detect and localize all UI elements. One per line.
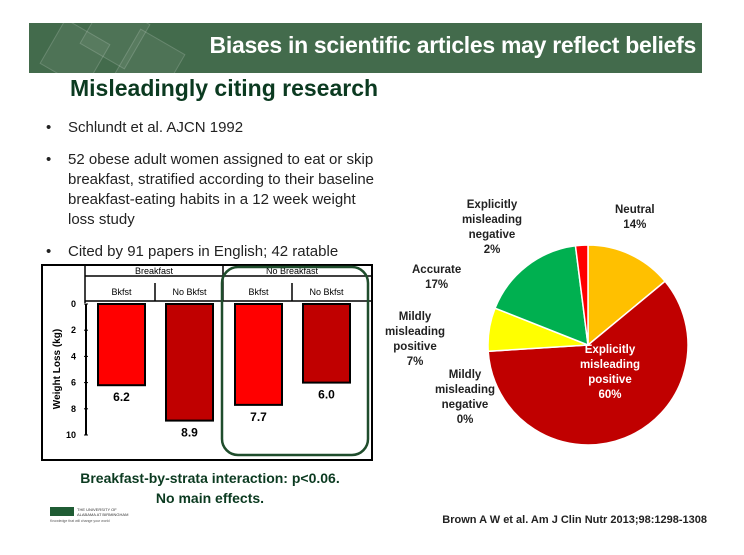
bar-value-label: 8.9	[181, 426, 198, 440]
pie-slice	[574, 244, 589, 346]
bar-value-label: 6.2	[113, 390, 130, 404]
reference: Brown A W et al. Am J Clin Nutr 2013;98:…	[442, 514, 707, 526]
y-tick-label: 0	[71, 299, 76, 309]
y-tick-label: 2	[71, 325, 76, 335]
pie-slice	[494, 244, 589, 347]
title-banner: Biases in scientific articles may reflec…	[29, 0, 702, 100]
pie-slice	[487, 280, 689, 446]
pie-slice	[587, 244, 667, 347]
category-label: Bkfst	[111, 287, 132, 297]
caption-line: Breakfast-by-strata interaction: p<0.06.	[80, 470, 340, 486]
bar	[234, 303, 283, 406]
pie-label-mild-negative: Mildly misleading negative 0%	[434, 369, 496, 426]
bar	[97, 303, 146, 387]
svg-text:ALABAMA AT BIRMINGHAM: ALABAMA AT BIRMINGHAM	[77, 512, 128, 517]
category-label: No Bkfst	[172, 287, 207, 297]
pie-label-neutral: Neutral 14%	[615, 204, 655, 231]
bullet-item: 52 obese adult women assigned to eat or …	[46, 150, 386, 230]
bar	[302, 303, 351, 384]
bar	[165, 303, 214, 422]
bar-value-label: 6.0	[318, 388, 335, 402]
group-label: No Breakfast	[266, 266, 319, 276]
bullet-item: Cited by 91 papers in English; 42 ratabl…	[46, 242, 386, 262]
group-label: Breakfast	[135, 266, 174, 276]
chart-caption: Breakfast-by-strata interaction: p<0.06.…	[40, 468, 380, 508]
pie-label-explicit-positive: Explicitly misleading positive 60%	[579, 344, 641, 401]
uab-logo: THE UNIVERSITY OF ALABAMA AT BIRMINGHAM …	[50, 507, 128, 523]
slide-title: Biases in scientific articles may reflec…	[209, 32, 697, 58]
pie-label-mild-positive: Mildly misleading positive 7%	[384, 311, 446, 368]
highlight-box	[220, 265, 370, 457]
bullet-item: Schlundt et al. AJCN 1992	[46, 118, 386, 138]
bar-value-label: 7.7	[250, 410, 267, 424]
svg-text:THE UNIVERSITY OF: THE UNIVERSITY OF	[77, 507, 117, 512]
caption-line: No main effects.	[155, 490, 265, 506]
y-tick-label: 8	[71, 404, 76, 414]
y-tick-label: 4	[71, 351, 76, 361]
pie-label-accurate: Accurate 17%	[412, 264, 462, 291]
category-label: No Bkfst	[309, 287, 344, 297]
svg-text:Knowledge that will change you: Knowledge that will change your world	[50, 519, 110, 523]
y-tick-label: 6	[71, 378, 76, 388]
y-axis-label: Weight Loss (kg)	[52, 329, 63, 409]
bullet-list: Schlundt et al. AJCN 1992 52 obese adult…	[46, 118, 386, 274]
y-tick-label: 10	[66, 430, 76, 440]
slide-subtitle: Misleadingly citing research	[70, 75, 379, 101]
category-label: Bkfst	[248, 287, 269, 297]
pie-label-explicit-negative: Explicitly misleading negative 2%	[461, 199, 523, 256]
